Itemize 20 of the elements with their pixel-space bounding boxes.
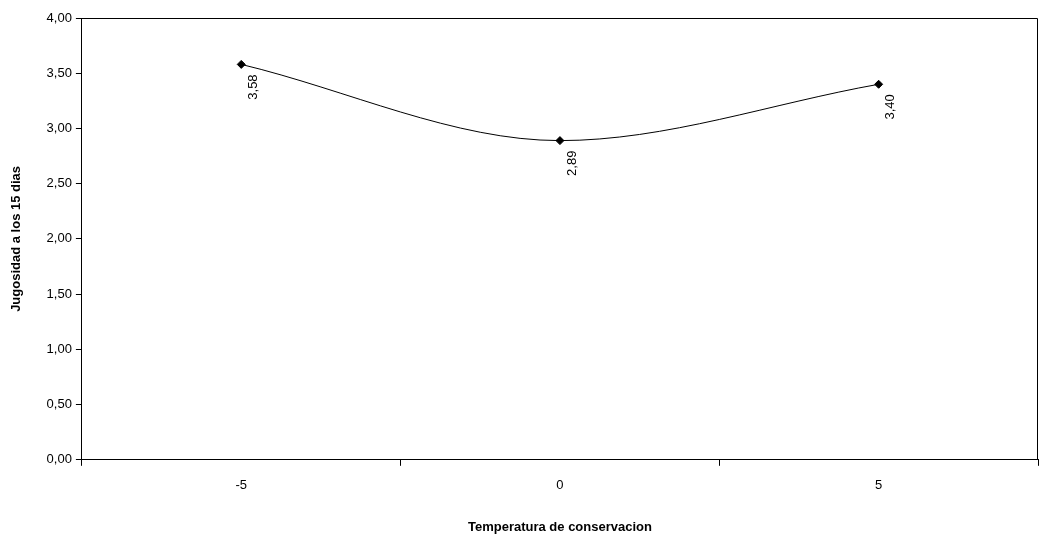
y-tick-label: 3,50 [46,64,72,80]
x-tick-label: 0 [556,477,564,493]
y-tick-label: 1,00 [46,340,72,356]
point [874,79,884,89]
data-label: 3,40 [882,94,898,120]
y-axis-title: Jugosidad a los 15 dias [8,165,24,312]
data-label: 3,58 [244,74,260,100]
data-label: 2,89 [563,150,579,176]
y-tick-label: 0,50 [46,396,72,412]
y-tick-label: 2,00 [46,230,72,246]
y-tick-label: 1,50 [46,285,72,301]
y-tick-label: 0,00 [46,451,72,467]
y-tick-label: 4,00 [46,9,72,25]
point [555,136,565,146]
x-axis-title: Temperatura de conservacion [467,518,652,534]
y-tick-label: 2,50 [46,175,72,191]
y-tick-label: 3,00 [46,120,72,136]
x-tick-label: -5 [235,477,248,493]
point [236,59,246,69]
x-tick-label: 5 [875,477,883,493]
